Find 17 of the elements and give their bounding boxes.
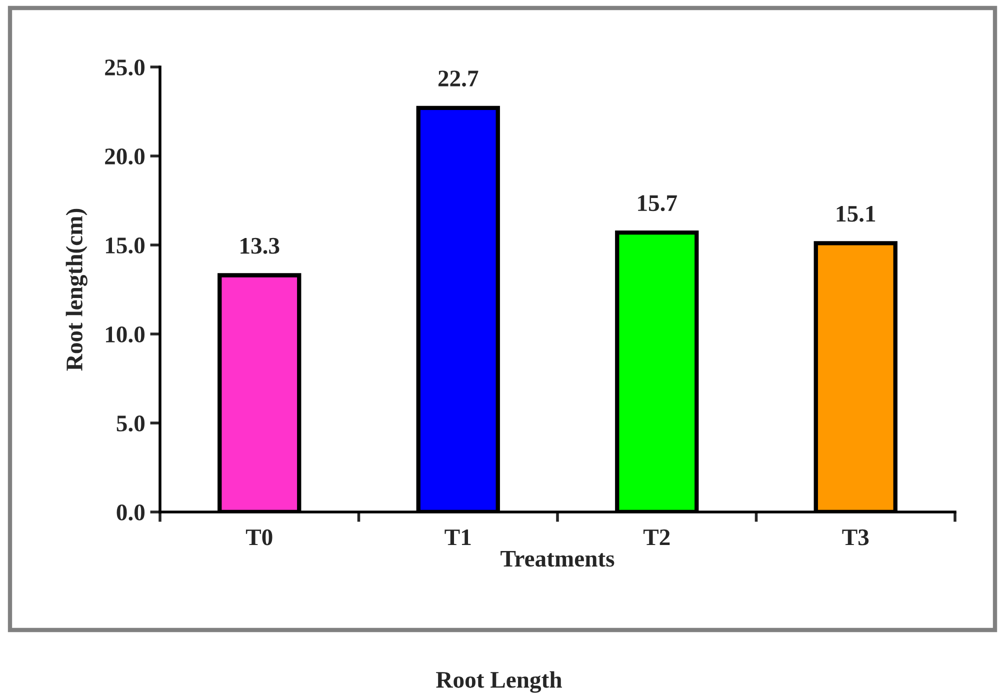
data-label: 13.3 xyxy=(240,238,280,254)
data-label: 15.7 xyxy=(638,195,677,212)
y-tick-label: 10.0 xyxy=(106,326,145,343)
y-tick-label: 25.0 xyxy=(105,59,145,76)
y-tick-label: 20.0 xyxy=(105,148,145,165)
y-tick-label: 15.0 xyxy=(106,237,145,254)
y-axis-title: Root length(cm) xyxy=(66,208,88,371)
x-tick-label: T1 xyxy=(444,529,471,546)
text: Root Length xyxy=(436,671,562,693)
y-tick-label: 5.0 xyxy=(116,415,145,432)
x-tick-label: T0 xyxy=(246,529,272,546)
y-tick-label: 0.0 xyxy=(116,504,145,521)
x-tick-label: T3 xyxy=(842,529,869,546)
data-label: 22.7 xyxy=(438,70,478,87)
x-axis-title: Treatments xyxy=(500,551,614,567)
data-label: 15.1 xyxy=(836,206,876,222)
x-tick-label: T2 xyxy=(643,529,670,546)
